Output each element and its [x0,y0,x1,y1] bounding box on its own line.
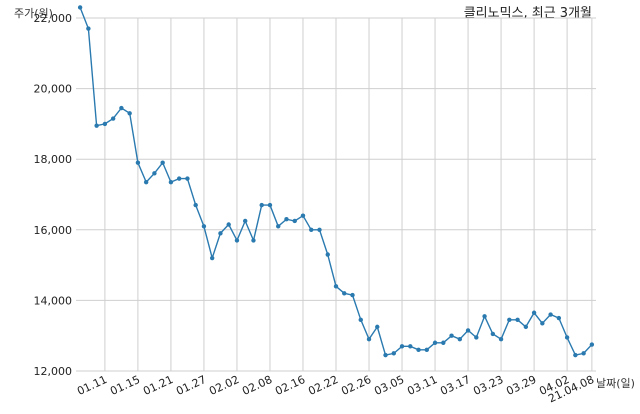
x-tick-label: 01.15 [108,373,142,398]
data-point [449,333,454,338]
x-tick-label: 02.08 [240,373,274,398]
data-point [259,202,264,208]
data-point [556,315,562,321]
data-point [490,331,496,337]
data-point [391,351,396,356]
data-point [540,321,545,326]
data-point [564,335,570,340]
data-point [160,160,165,165]
x-tick-label: 01.21 [141,373,175,398]
data-point [375,324,380,330]
data-point [300,213,306,218]
data-point [325,252,330,257]
grid-lines [76,17,596,372]
data-point [94,123,99,128]
data-point [135,160,141,165]
data-point [358,317,363,323]
data-point [234,238,240,243]
data-point [276,224,281,229]
data-point [185,176,190,181]
data-point [309,227,314,232]
data-point [193,202,198,208]
chart-title: 클리노믹스, 최근 3개월 [464,6,592,21]
x-tick-label: 03.17 [438,373,472,398]
data-point [548,312,553,317]
data-point [226,222,231,227]
y-tick-label: 22,000 [34,12,73,25]
data-point [243,218,248,224]
x-tick-labels: 01.1101.1501.2101.2702.0202.0802.1602.22… [75,373,596,405]
x-tick-label: 01.11 [75,373,109,398]
data-point [482,314,487,319]
data-point [168,179,174,185]
data-point [408,344,413,349]
data-point [573,352,578,358]
data-point [498,337,504,342]
data-point [292,218,297,224]
data-point [251,238,256,243]
data-point [507,317,512,323]
x-tick-label: 01.27 [174,373,208,398]
data-point [465,328,471,333]
data-point [350,292,355,298]
data-point [416,347,421,353]
data-point [176,176,182,181]
x-tick-label: 02.26 [339,373,373,398]
x-axis-label: 날짜(일) [596,376,635,390]
data-point [523,324,529,330]
data-point [284,217,289,222]
x-tick-label: 03.23 [471,373,505,398]
x-tick-label: 02.22 [306,373,340,398]
x-tick-label: 03.05 [372,373,406,398]
data-point [457,337,463,342]
data-point [143,179,149,185]
data-point [383,352,388,358]
data-point [218,231,223,236]
price-series-markers [77,5,595,358]
data-point [399,344,405,349]
data-point [474,335,479,340]
data-point [267,202,273,208]
x-tick-label: 03.29 [504,373,538,398]
x-tick-label: 02.16 [273,373,307,398]
data-point [366,337,372,342]
data-point [209,255,215,261]
y-tick-label: 12,000 [34,365,73,378]
data-point [110,116,116,121]
y-tick-labels: 12,000 14,000 16,000 18,000 20,000 22,000 [34,12,73,378]
data-point [581,351,586,356]
data-point [424,347,429,353]
y-tick-label: 14,000 [34,294,73,307]
data-point [119,105,124,111]
y-tick-label: 16,000 [34,224,73,237]
y-axis-label: 주가(원) [14,7,53,20]
data-point [432,340,438,345]
data-point [441,340,446,345]
data-point [515,317,520,323]
data-point [102,121,108,127]
data-point [531,310,537,315]
data-point [342,291,347,296]
x-tick-label: 03.11 [405,373,439,398]
data-point [77,5,83,10]
data-point [201,224,207,229]
data-point [333,284,339,289]
x-tick-label: 02.02 [207,373,241,398]
y-tick-label: 20,000 [34,83,73,96]
data-point [317,227,322,232]
data-point [152,171,157,176]
y-tick-label: 18,000 [34,153,73,166]
data-point [86,26,91,31]
data-point [127,111,132,116]
data-point [589,342,595,347]
